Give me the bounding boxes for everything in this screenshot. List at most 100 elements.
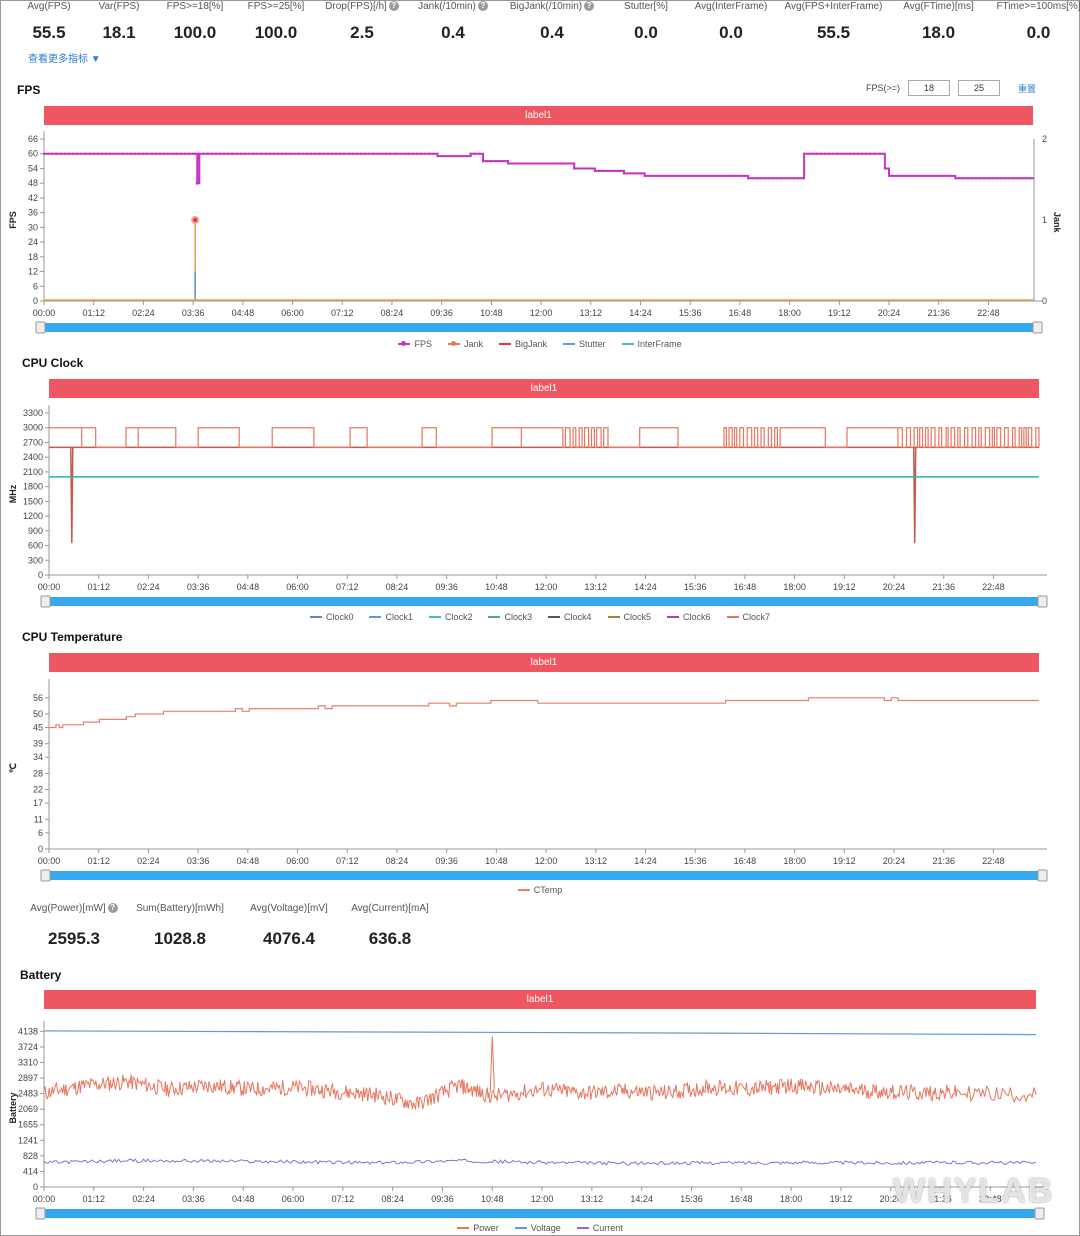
help-icon[interactable]: ? [107,903,118,914]
fps-point [411,152,414,155]
fps-point [481,159,485,163]
fps-point [684,174,688,177]
fps-threshold-reset-button[interactable]: 重置 [1017,83,1036,94]
fps-legend-item[interactable]: Stutter [563,339,606,349]
x-tick-label: 16:48 [729,308,752,318]
power-metric-value: 1028.8 [154,929,206,948]
clock-legend-item[interactable]: Clock6 [667,612,711,622]
temp-legend-item[interactable]: CTemp [517,885,563,895]
summary-metric-label: FTime>=100ms[%] [986,0,1080,14]
help-icon[interactable]: ? [388,1,399,12]
fps-section-title: FPS [17,83,41,97]
fps-threshold-input-2[interactable]: 25 [957,80,1000,96]
legend-label: CTemp [533,885,563,895]
fps-point [380,152,383,155]
x-tick-label: 15:36 [684,582,707,592]
clock-legend-item[interactable]: Clock0 [309,612,353,622]
fps-point [519,162,522,165]
fps-point [614,169,617,173]
y-axis-title: FPS [8,211,18,229]
fps-point [979,177,982,180]
metric-label-text: Avg(FPS) [27,1,71,12]
summary-metric-value: 0.0 [719,23,743,42]
fps-point [879,152,882,155]
x-tick-label: 08:24 [381,1194,404,1204]
fps-point [852,152,855,155]
fps-point [643,172,646,175]
x-tick-label: 20:24 [883,856,906,866]
fps-point [544,162,547,165]
fps-point [276,152,280,155]
legend-label: Power [473,1223,499,1233]
fps-point [198,152,201,155]
power-series-line [43,1074,1037,1111]
battery-legend-item[interactable]: Power [457,1223,499,1233]
x-tick-label: 10:48 [481,1194,504,1204]
summary-metric-value: 2.5 [350,23,374,42]
clock-legend-item[interactable]: Clock3 [488,612,532,622]
y-tick-label: 3000 [23,423,43,433]
fps-legend-item[interactable]: BigJank [498,339,547,349]
help-icon[interactable]: ? [584,1,595,12]
metric-label-text: Avg(Voltage)[mV] [250,903,328,914]
fps-point [535,162,539,165]
y2-axis-title: Jank [1052,212,1062,234]
fps-point [432,152,435,155]
fps-point [983,177,986,180]
y-tick-label: 30 [28,222,38,232]
y-tick-label: 1241 [18,1135,38,1145]
summary-metric-value: 18.1 [102,23,136,42]
x-tick-label: 15:36 [684,856,707,866]
fps-point [925,174,928,177]
legend-swatch [576,1227,589,1229]
x-tick-label: 08:24 [386,856,409,866]
battery-legend-item[interactable]: Voltage [514,1223,561,1233]
clock-legend-item[interactable]: Clock5 [607,612,651,622]
y-tick-label: 900 [28,526,43,536]
fps-point [877,152,880,155]
clock-legend-item[interactable]: Clock4 [548,612,592,622]
fps-point [832,152,835,155]
x-tick-label: 20:24 [878,308,901,318]
x-tick-label: 22:48 [979,1194,1002,1204]
x-tick-label: 21:36 [927,308,950,318]
fps-point [125,152,128,155]
clock-legend-item[interactable]: Clock1 [369,612,413,622]
summary-metric-value: 0.4 [540,23,564,42]
fps-point [171,152,174,155]
fps-point [593,169,597,173]
x-tick-label: 18:00 [783,856,806,866]
fps-point [767,177,770,180]
view-more-metrics-link[interactable]: 查看更多指标 ▼ [28,54,101,65]
fps-point [465,155,468,158]
fps-threshold-label: FPS(>=) [865,83,900,93]
fps-point [301,152,304,155]
y-tick-label: 600 [28,541,43,551]
metric-label-text: Stutter[%] [624,1,668,12]
fps-point [622,172,626,175]
metric-label-text: FTime>=100ms[%] [996,1,1080,12]
clock-legend-item[interactable]: Clock2 [428,612,472,622]
x-tick-label: 19:12 [833,856,856,866]
clock-legend-item[interactable]: Clock7 [726,612,770,622]
fps-legend-item[interactable]: InterFrame [621,339,682,349]
summary-metric-label: Var(FPS) [84,0,154,14]
legend-swatch [514,1227,527,1229]
x-tick-label: 19:12 [830,1194,853,1204]
summary-metric-value: 100.0 [173,23,217,42]
fps-point [231,152,234,155]
metric-label-text: BigJank(/10min) [509,1,583,12]
x-tick-label: 01:12 [82,308,105,318]
y-tick-label: 42 [28,193,38,203]
fps-point [807,152,810,155]
help-icon[interactable]: ? [477,1,488,12]
fps-point [655,174,659,177]
battery-legend-item[interactable]: Current [576,1223,623,1233]
fps-threshold-input-1[interactable]: 18 [907,80,950,96]
fps-point [138,152,141,155]
y2-tick-label: 1 [1042,215,1047,225]
fps-legend-item[interactable]: Jank [447,339,483,349]
fps-legend-item[interactable]: FPS [398,339,432,349]
fps-point [668,174,671,177]
x-tick-label: 12:00 [530,308,553,318]
